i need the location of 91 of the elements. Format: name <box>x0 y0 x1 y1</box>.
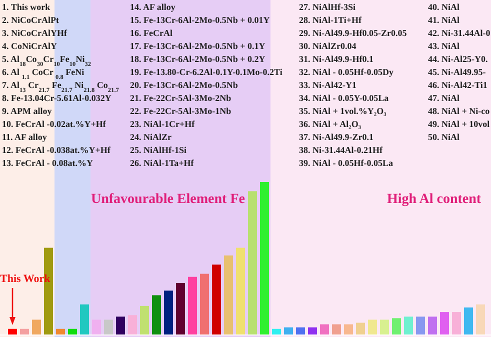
text: 26. NiAl-1Ta+Hf <box>130 158 195 168</box>
bar <box>416 316 425 335</box>
text: 16. FeCrAl <box>130 28 173 38</box>
bar <box>344 324 353 335</box>
annotation: Unfavourable Element Fe <box>91 192 245 207</box>
bar <box>68 328 77 335</box>
bar <box>188 276 197 335</box>
bar <box>92 320 101 335</box>
text: 38. Ni-31.44Al-0.21Hf <box>299 145 384 155</box>
annotation: High Al content <box>386 192 482 207</box>
text: 4. CoNiCrAlY <box>2 41 58 51</box>
text: 20. Fe-13Cr-6Al-2Mo-0.5Nb <box>130 80 238 90</box>
text: 40. NiAl <box>428 2 460 12</box>
bar <box>248 191 257 335</box>
bar <box>104 320 113 335</box>
text: 23. NiAl-1Cr+Hf <box>130 119 196 129</box>
text: 33. Ni-Al42-Y1 <box>299 80 357 90</box>
bar <box>212 264 221 335</box>
text: 25. NiAlHf-1Si <box>130 145 187 155</box>
text: 39. NiAl - 0.05Hf-0.05La <box>299 158 394 168</box>
bar <box>140 306 149 335</box>
text: 36. NiAl + Al₂O₃ <box>299 119 362 129</box>
bar <box>272 328 281 335</box>
text: 19. Fe-13.80-Cr-6.2Al-0.1Y-0.1Mo-0.2Ti <box>130 67 283 77</box>
text: 42. Ni-31.44Al-0 <box>428 28 491 38</box>
text: 49. NiAl + 10vol <box>428 119 490 129</box>
text: 30. NiAlZr0.04 <box>299 41 357 51</box>
bar <box>176 282 185 335</box>
text: 31. Ni-Al49.9-Hf0.1 <box>299 54 374 64</box>
text: 18. Fe-13Cr-6Al-2Mo-0.5Nb + 0.2Y <box>130 54 266 64</box>
text: 7. Al$_{13}$ Cr$_{21.7}$ Fe$_{21.7}$ Ni$_{21.8}$ Co$_{21.7}$ <box>2 80 119 94</box>
text: 27. NiAlHf-3Si <box>299 2 356 12</box>
bar <box>428 316 437 335</box>
bar <box>224 255 233 335</box>
bar <box>260 182 269 335</box>
text: 50. NiAl <box>428 132 460 142</box>
text: 1. This work <box>2 2 50 12</box>
bar <box>440 312 449 335</box>
text: 3. NiCoCrAlYHf <box>2 28 68 38</box>
text: 37. Ni-Al49.9-Zr0.1 <box>299 132 374 142</box>
bar <box>20 328 29 335</box>
text: 32. NiAl - 0.05Hf-0.05Dy <box>299 67 394 77</box>
text: 41. NiAl <box>428 15 460 25</box>
bar <box>128 315 137 335</box>
text: 47. NiAl <box>428 93 460 103</box>
bar <box>464 307 473 335</box>
text: 28. NiAl-1Ti+Hf <box>299 15 362 25</box>
bar <box>296 327 305 335</box>
bar <box>8 328 17 335</box>
text: 21. Fe-22Cr-5Al-3Mo-2Nb <box>130 93 232 103</box>
text: 6. Al $_{1.1}$ CoCr $_{0.8}$ FeNi <box>2 67 85 80</box>
text: 14. AF alloy <box>130 2 176 12</box>
text: 45. Ni-Al49.95- <box>428 67 486 77</box>
bar <box>32 320 41 335</box>
bar <box>392 318 401 335</box>
bar <box>236 248 245 335</box>
text: 5. Al$_{18}$Co$_{30}$Cr$_{10}$Fe$_{10}$Ni$_{32}$ <box>2 54 91 68</box>
bar <box>380 320 389 335</box>
bar <box>284 327 293 335</box>
bar <box>452 312 461 335</box>
text: 15. Fe-13Cr-6Al-2Mo-0.5Nb + 0.01Y <box>130 15 270 25</box>
bar <box>152 295 161 335</box>
bar <box>200 274 209 335</box>
bar <box>320 324 329 335</box>
text: 22. Fe-22Cr-5Al-3Mo-1Nb <box>130 106 232 116</box>
text: 10. FeCrAl -0.02at.%Y+Hf <box>2 119 107 129</box>
text: 46. Ni-Al42-Ti1 <box>428 80 488 90</box>
bar <box>404 316 413 335</box>
bar <box>356 322 365 335</box>
text: 43. NiAl <box>428 41 460 51</box>
text: 24. NiAlZr <box>130 132 172 142</box>
text: 17. Fe-13Cr-6Al-2Mo-0.5Nb + 0.1Y <box>130 41 266 51</box>
text: 11. AF alloy <box>2 132 48 142</box>
text: 44. Ni-Al25-Y0. <box>428 54 488 64</box>
bar <box>80 304 89 335</box>
text: 34. NiAl - 0.05Y-0.05La <box>299 93 390 103</box>
bar <box>308 327 317 335</box>
bar <box>164 290 173 335</box>
text: 48. NiAl + Ni-co <box>428 106 490 116</box>
bar <box>332 324 341 335</box>
text: 13. FeCrAl - 0.08at.%Y <box>2 158 94 168</box>
bar <box>476 304 485 335</box>
text: 35. NiAl + 1vol.%Y₂O₃ <box>299 106 387 116</box>
bar <box>116 316 125 335</box>
text: 9. APM alloy <box>2 106 52 116</box>
bar <box>56 328 65 335</box>
bar <box>368 320 377 335</box>
text: 29. Ni-Al49.9-Hf0.05-Zr0.05 <box>299 28 408 38</box>
text: 2. NiCoCrAlPt <box>2 15 59 25</box>
text: 8. Fe-13.04Cr-5.61Al-0.032Y <box>2 93 112 103</box>
text: 12. FeCrAl -0.038at.%Y+Hf <box>2 145 112 155</box>
